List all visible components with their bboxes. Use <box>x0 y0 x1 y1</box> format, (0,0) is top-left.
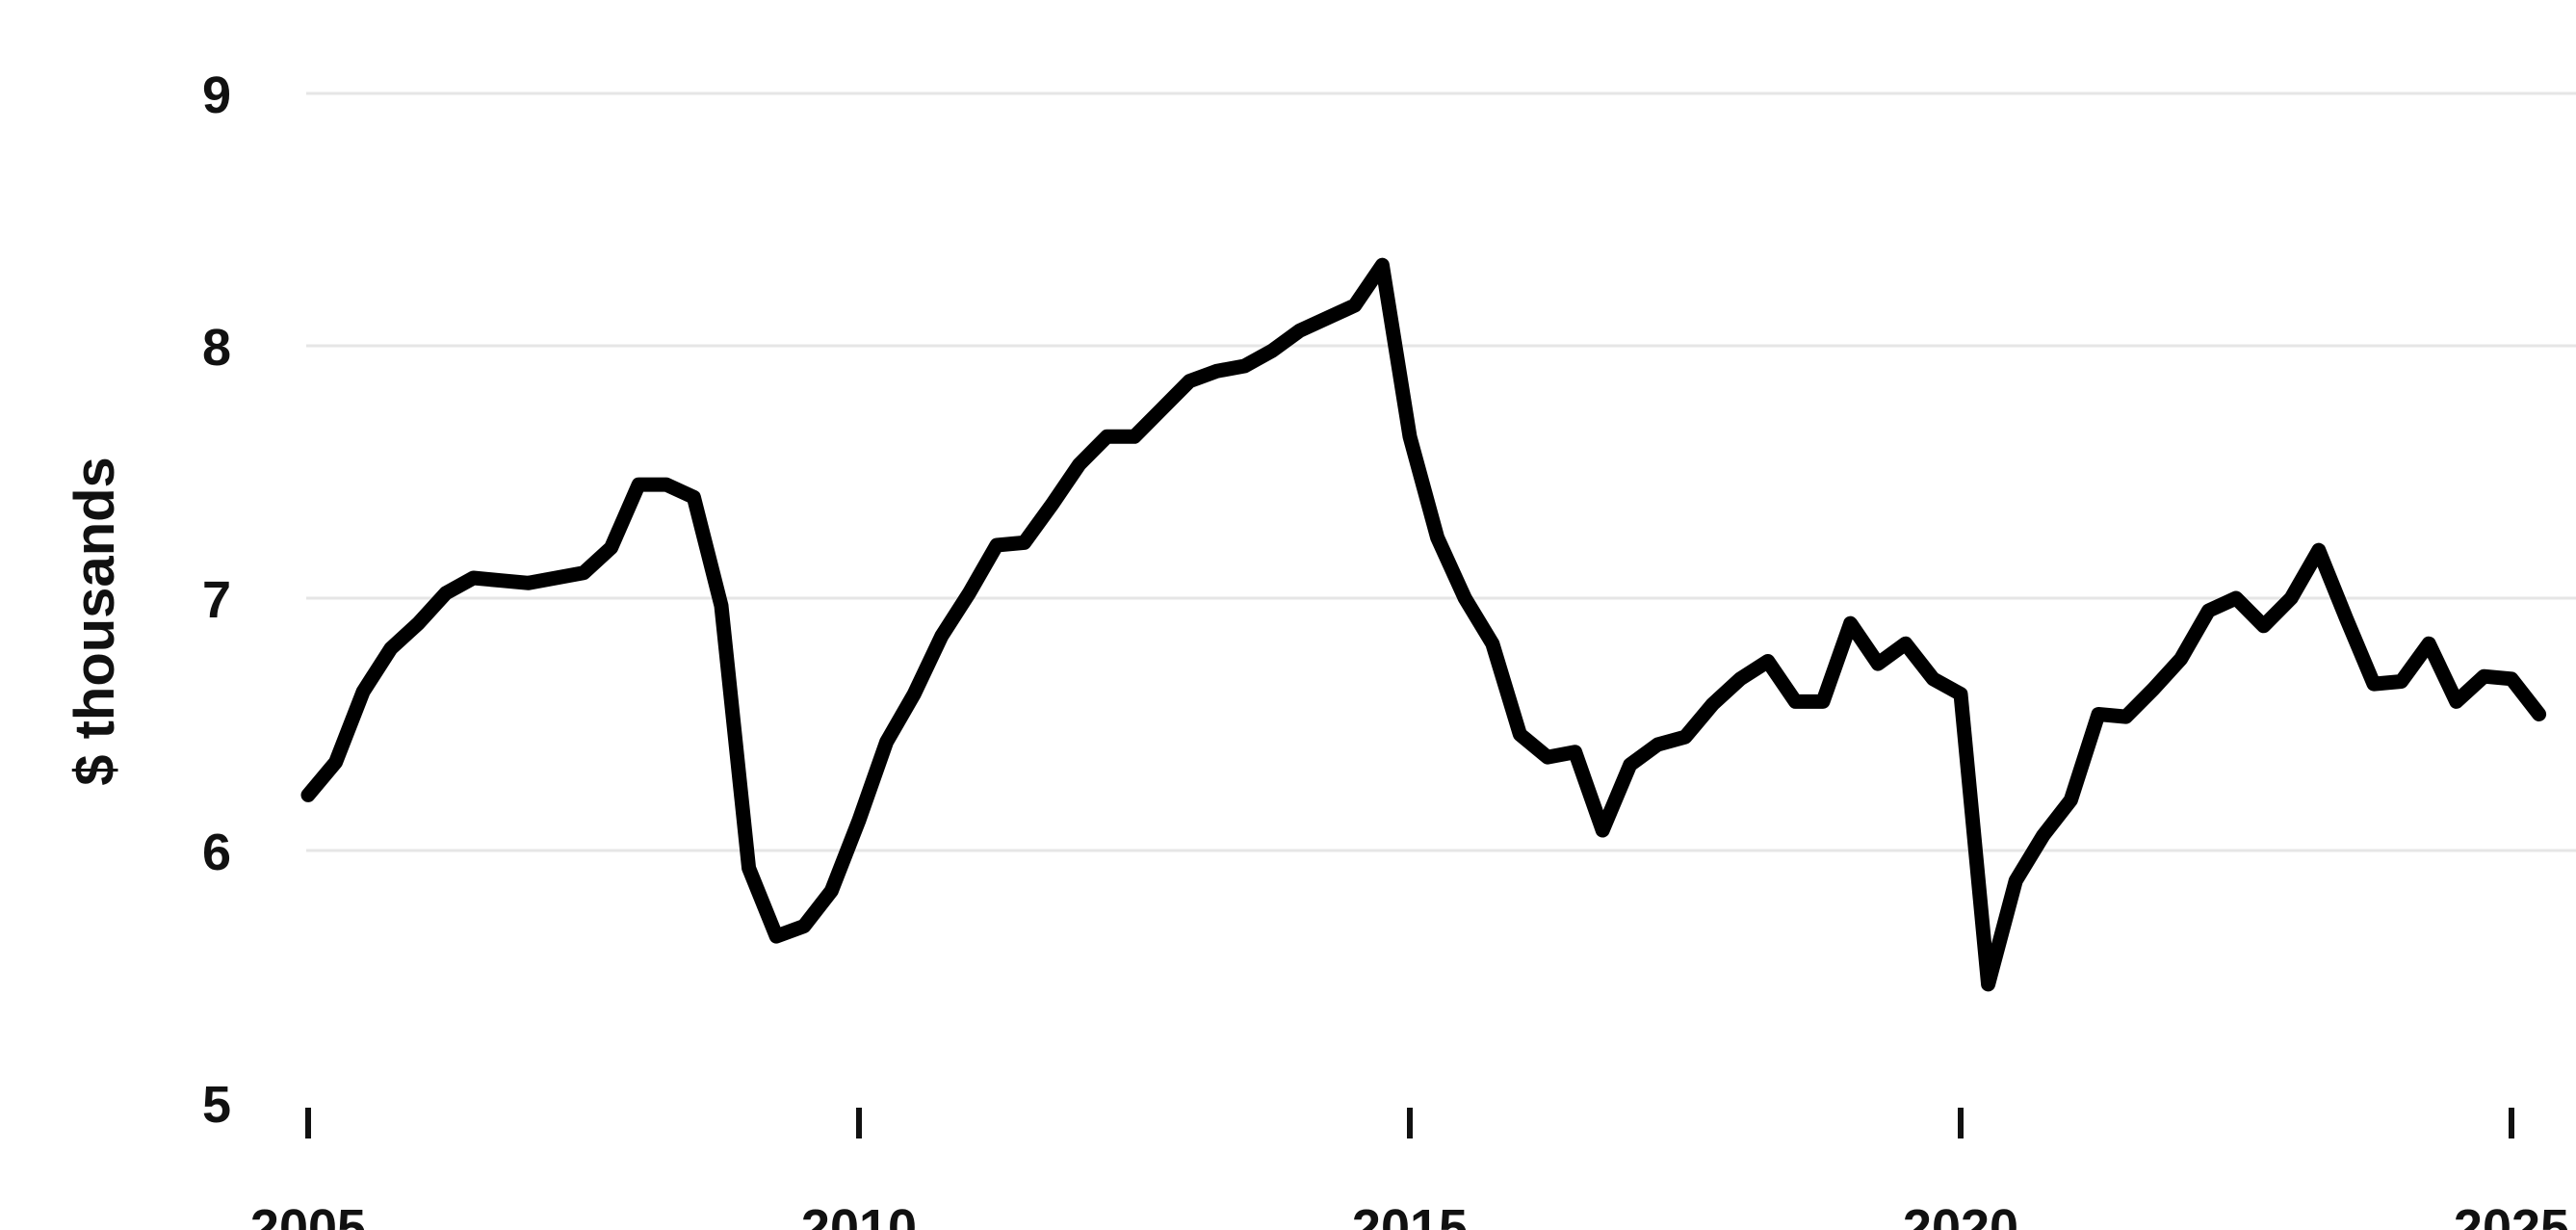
y-tick-label-5: 5 <box>202 1076 231 1134</box>
y-tick-label-9: 9 <box>202 66 231 124</box>
x-axis-ticks: 2005 2010 2015 2020 2025 <box>250 1108 2569 1230</box>
y-axis-title: $ thousands <box>64 457 126 786</box>
x-tick-label-2015: 2015 <box>1352 1199 1468 1230</box>
data-line <box>300 257 2547 992</box>
x-tick-label-2020: 2020 <box>1903 1199 2018 1230</box>
y-axis-tick-labels: 5 6 7 8 9 <box>202 66 231 1134</box>
gridlines <box>306 92 2576 852</box>
y-tick-label-8: 8 <box>202 319 231 377</box>
x-tick-label-2005: 2005 <box>250 1199 366 1230</box>
y-tick-label-6: 6 <box>202 824 231 881</box>
x-tick-label-2025: 2025 <box>2454 1199 2569 1230</box>
x-tick-label-2010: 2010 <box>801 1199 917 1230</box>
y-tick-label-7: 7 <box>202 571 231 629</box>
